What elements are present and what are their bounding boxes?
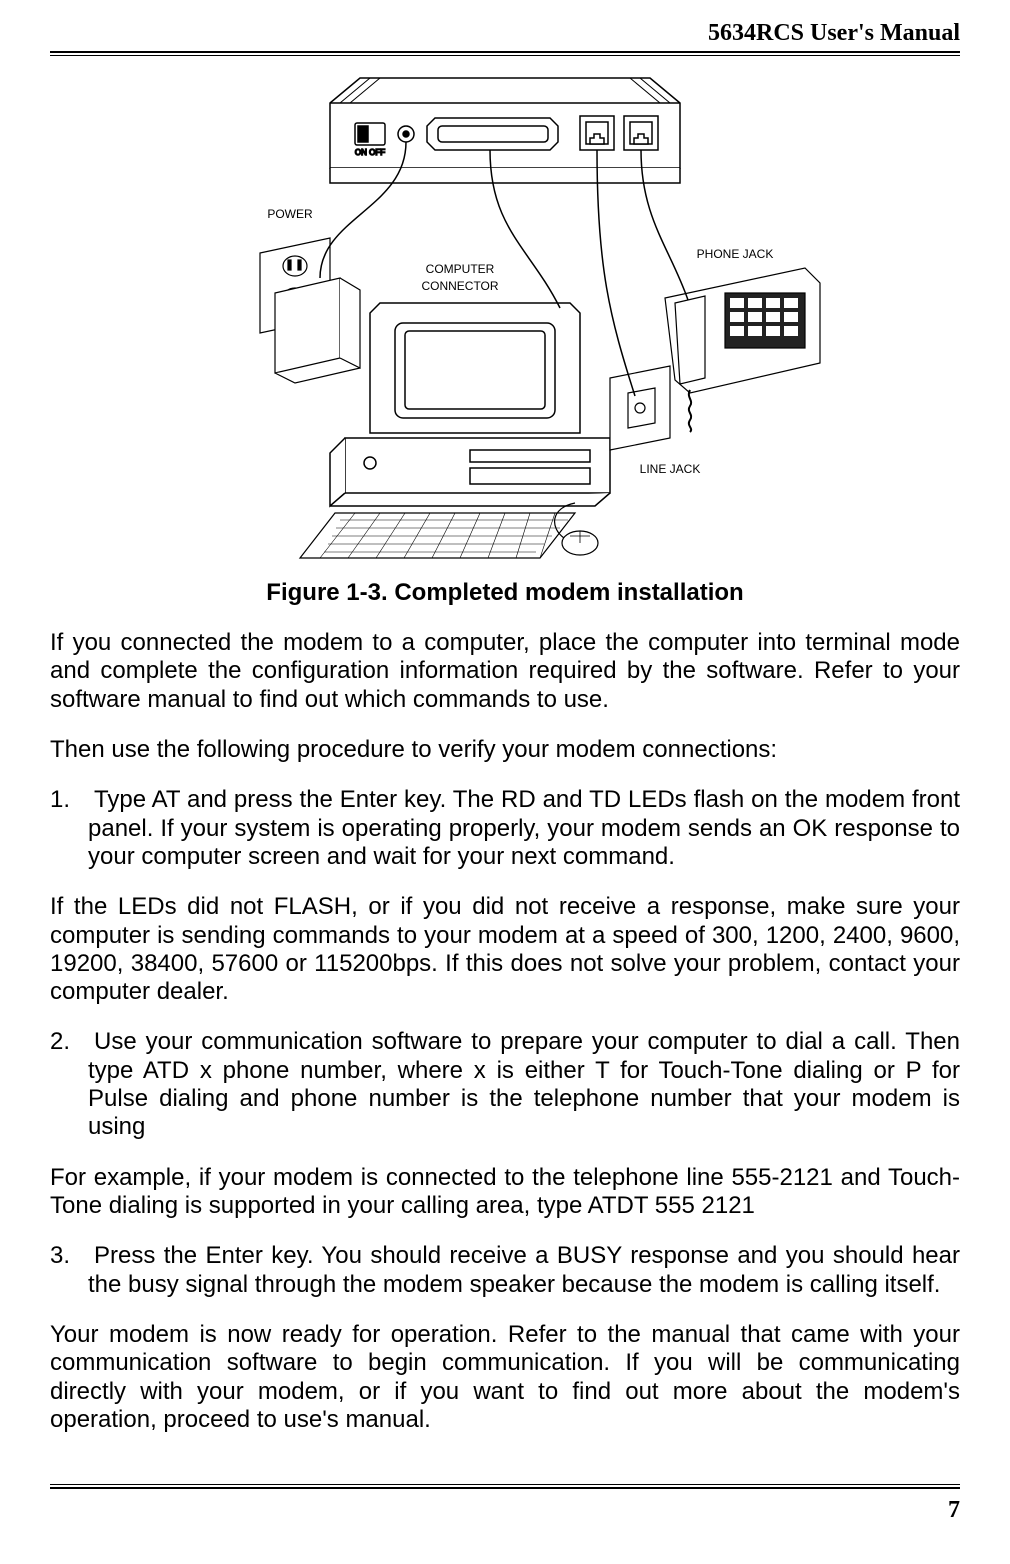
step-list-1: 1. Type AT and press the Enter key. The … <box>50 786 960 871</box>
paragraph-1: If you connected the modem to a computer… <box>50 629 960 714</box>
header-rule-thick <box>50 51 960 53</box>
paragraph-3: If the LEDs did not FLASH, or if you did… <box>50 893 960 1006</box>
step-1: 1. Type AT and press the Enter key. The … <box>50 786 960 871</box>
footer-rule-thin <box>50 1484 960 1485</box>
step-list-2: 2. Use your communication software to pr… <box>50 1028 960 1141</box>
figure-caption: Figure 1-3. Completed modem installation <box>50 579 960 607</box>
paragraph-4: For example, if your modem is connected … <box>50 1164 960 1221</box>
power-label: POWER <box>267 207 313 221</box>
paragraph-5: Your modem is now ready for operation. R… <box>50 1321 960 1434</box>
step-list-3: 3. Press the Enter key. You should recei… <box>50 1242 960 1299</box>
step-2: 2. Use your communication software to pr… <box>50 1028 960 1141</box>
page-number: 7 <box>50 1497 960 1524</box>
footer-rule-thick <box>50 1487 960 1489</box>
header-title: 5634RCS User's Manual <box>50 20 960 47</box>
line-jack-label: LINE JACK <box>640 462 701 476</box>
step-3: 3. Press the Enter key. You should recei… <box>50 1242 960 1299</box>
modem-diagram: ON OFF POWER COMPUTER CONNECTOR <box>180 68 830 568</box>
paragraph-2: Then use the following procedure to veri… <box>50 736 960 764</box>
computer-connector-label-2: CONNECTOR <box>421 279 498 293</box>
on-off-label: ON OFF <box>355 148 385 157</box>
computer-connector-label-1: COMPUTER <box>426 262 495 276</box>
page: 5634RCS User's Manual ON OFF <box>0 0 1010 1544</box>
figure: ON OFF POWER COMPUTER CONNECTOR <box>50 68 960 573</box>
header-rule-thin <box>50 55 960 56</box>
phone-jack-label: PHONE JACK <box>697 247 774 261</box>
